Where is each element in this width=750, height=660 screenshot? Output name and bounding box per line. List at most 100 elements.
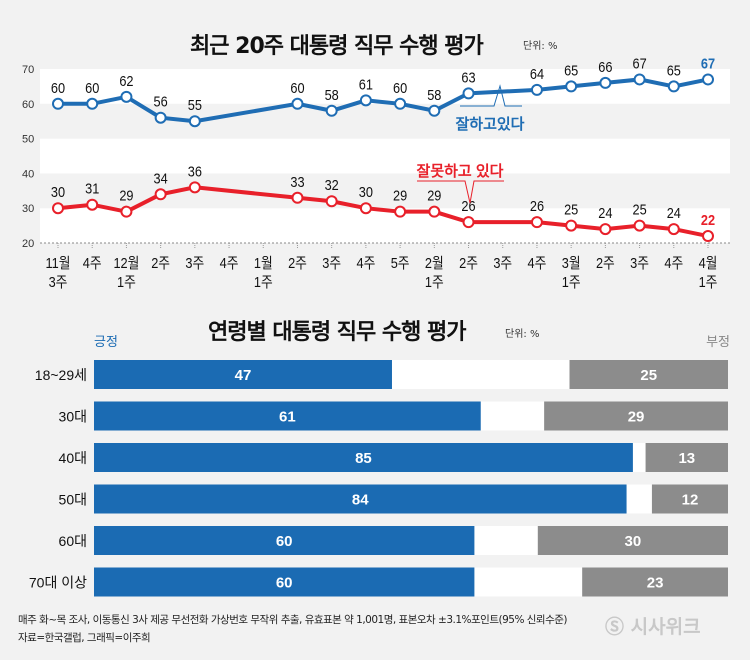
data-label: 29: [119, 187, 133, 204]
data-label: 31: [85, 180, 99, 197]
data-label: 62: [119, 72, 133, 89]
bar-positive: [94, 443, 633, 472]
bar-positive: [94, 401, 481, 431]
x-tick-label: 11월: [46, 254, 71, 271]
data-point: [188, 115, 201, 128]
data-point: [667, 223, 680, 236]
bar-positive-label: 47: [235, 367, 252, 384]
bar-negative-label: 23: [647, 575, 664, 592]
data-point: [633, 219, 646, 232]
line-chart-title: 최근 20주 대통령 직무 수행 평가: [190, 34, 484, 59]
data-label: 65: [667, 61, 681, 78]
data-point: [188, 181, 201, 194]
data-label: 24: [667, 204, 681, 221]
x-tick-label: 4주: [83, 254, 102, 271]
grid-band: [40, 69, 730, 104]
data-label: 30: [359, 183, 373, 200]
x-tick-label: 1주: [254, 273, 273, 290]
footer-source: 자료=한국갤럽, 그래픽=이주희: [18, 632, 151, 644]
data-point: [325, 195, 338, 208]
data-label: 60: [51, 79, 65, 96]
bar-negative: [569, 360, 728, 389]
data-label: 29: [393, 187, 407, 204]
grid-band: [40, 103, 730, 139]
data-label: 61: [359, 75, 373, 92]
grid-band: [40, 138, 730, 174]
data-point: [599, 76, 612, 89]
data-point: [52, 202, 64, 215]
data-point: [530, 216, 543, 229]
x-tick-label: 2주: [459, 254, 478, 271]
positive-legend-label: 긍정: [94, 334, 118, 349]
y-tick-label: 20: [22, 238, 34, 250]
data-point: [291, 97, 304, 110]
bar-negative-label: 30: [625, 533, 642, 550]
data-label: 60: [393, 79, 407, 96]
bar-negative-label: 29: [628, 409, 645, 426]
data-point: [291, 191, 304, 204]
data-point: [154, 188, 167, 201]
y-tick-label: 70: [22, 64, 34, 76]
x-tick-label: 4주: [528, 254, 547, 271]
data-label: 33: [290, 173, 304, 190]
bar-positive: [94, 484, 627, 514]
data-label: 66: [598, 58, 612, 75]
data-point: [565, 219, 578, 232]
x-tick-label: 3주: [322, 254, 341, 271]
x-tick-label: 1월: [254, 254, 273, 271]
x-tick-label: 5주: [391, 254, 410, 271]
data-label: 63: [461, 68, 475, 85]
data-label: 24: [598, 204, 612, 221]
x-tick-label: 3주: [185, 254, 204, 271]
x-tick-label: 4주: [220, 254, 239, 271]
bar-positive-label: 85: [355, 450, 372, 467]
series-label-negative: 잘못하고 있다: [417, 162, 504, 180]
logo-text: 시사위크: [630, 616, 701, 638]
x-tick-label: 3주: [630, 254, 649, 271]
bar-positive: [94, 567, 475, 597]
x-tick-label: 3주: [49, 273, 68, 290]
category-label: 40대: [59, 450, 87, 466]
publisher-logo: Ⓢ 시사위크: [605, 612, 701, 639]
bar-positive-label: 60: [276, 575, 293, 592]
data-point: [565, 80, 578, 93]
data-label: 65: [564, 61, 578, 78]
data-point: [462, 87, 475, 100]
data-point: [702, 230, 714, 243]
x-tick-label: 1주: [425, 273, 444, 290]
category-label: 60대: [59, 533, 87, 549]
x-tick-label: 2주: [151, 254, 170, 271]
data-label: 32: [325, 176, 339, 193]
data-point: [325, 104, 338, 117]
data-label: 64: [530, 65, 544, 82]
bar-negative: [544, 401, 728, 431]
x-tick-label: 1주: [699, 273, 718, 290]
data-point: [394, 97, 407, 110]
category-label: 70대 이상: [29, 575, 87, 591]
data-point: [394, 205, 407, 218]
line-chart-unit: 단위: %: [523, 41, 558, 52]
data-label: 67: [701, 54, 715, 71]
data-label: 56: [154, 93, 168, 110]
footer-note: 매주 화~목 조사, 이동통신 3사 제공 무선전화 가상번호 무작위 추출, …: [18, 614, 568, 626]
data-point: [599, 223, 612, 236]
bar-negative-label: 13: [678, 450, 695, 467]
bar-positive: [94, 526, 475, 555]
bar-positive-label: 84: [352, 492, 369, 509]
x-tick-label: 2주: [596, 254, 615, 271]
x-tick-label: 2월: [425, 254, 444, 271]
y-tick-label: 60: [22, 99, 34, 111]
data-label: 22: [701, 211, 715, 228]
bar-negative: [651, 484, 728, 514]
data-point: [428, 205, 441, 218]
data-point: [667, 80, 680, 93]
data-label: 26: [461, 197, 475, 214]
data-label: 60: [85, 79, 99, 96]
category-label: 18~29세: [35, 367, 87, 383]
x-tick-label: 4주: [664, 254, 683, 271]
bar-chart-title: 연령별 대통령 직무 수행 평가: [208, 320, 467, 345]
data-label: 25: [632, 201, 646, 218]
x-tick-label: 4월: [699, 254, 718, 271]
data-label: 55: [188, 96, 202, 113]
